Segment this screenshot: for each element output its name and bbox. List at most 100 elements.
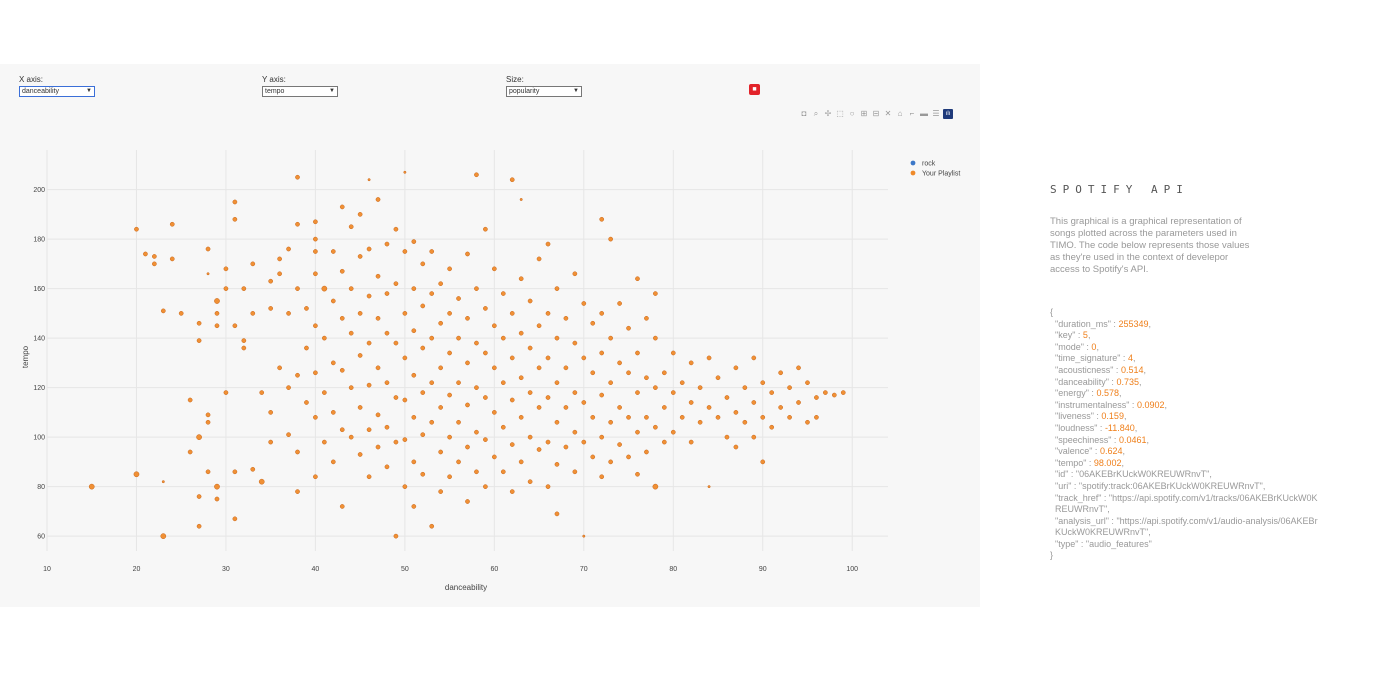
scatter-point[interactable]	[733, 444, 739, 450]
scatter-point[interactable]	[491, 323, 497, 329]
scatter-point[interactable]	[536, 365, 542, 371]
scatter-point[interactable]	[670, 429, 676, 435]
scatter-point[interactable]	[357, 311, 363, 316]
scatter-point[interactable]	[796, 400, 801, 405]
scatter-point[interactable]	[509, 397, 515, 403]
scatter-point[interactable]	[313, 414, 318, 420]
scatter-point[interactable]	[554, 419, 560, 425]
scatter-point[interactable]	[536, 405, 542, 410]
scatter-point[interactable]	[608, 419, 613, 425]
scatter-point[interactable]	[160, 533, 167, 539]
scatter-point[interactable]	[375, 315, 381, 321]
scatter-point[interactable]	[367, 178, 371, 182]
scatter-point[interactable]	[277, 365, 282, 371]
scatter-point[interactable]	[250, 261, 256, 267]
scatter-point[interactable]	[357, 254, 363, 259]
scatter-point[interactable]	[465, 251, 470, 257]
scatter-point[interactable]	[438, 449, 444, 455]
scatter-point[interactable]	[590, 320, 596, 326]
scatter-point[interactable]	[545, 395, 551, 400]
scatter-point[interactable]	[268, 439, 274, 445]
scatter-point[interactable]	[214, 323, 220, 329]
scatter-point[interactable]	[661, 405, 667, 410]
scatter-point[interactable]	[411, 239, 417, 244]
scatter-point[interactable]	[375, 197, 381, 202]
legend-marker[interactable]	[910, 160, 916, 166]
scatter-point[interactable]	[268, 278, 274, 284]
scatter-point[interactable]	[509, 311, 515, 316]
scatter-point[interactable]	[465, 499, 470, 504]
scatter-point[interactable]	[304, 400, 309, 405]
scatter-point[interactable]	[447, 350, 452, 356]
scatter-point[interactable]	[420, 303, 426, 309]
zoom-in-icon[interactable]: ⊞	[860, 109, 868, 118]
scatter-point[interactable]	[429, 249, 435, 254]
scatter-point[interactable]	[572, 340, 578, 346]
scatter-point[interactable]	[384, 241, 390, 247]
scatter-point[interactable]	[572, 271, 578, 277]
scatter-point[interactable]	[518, 330, 524, 336]
scatter-point[interactable]	[241, 345, 247, 351]
scatter-point[interactable]	[644, 375, 649, 381]
scatter-point[interactable]	[519, 198, 523, 201]
scatter-point[interactable]	[366, 246, 372, 252]
scatter-point[interactable]	[393, 395, 399, 400]
scatter-point[interactable]	[500, 469, 506, 475]
y-axis-select[interactable]: tempo ▼	[262, 86, 338, 97]
scatter-point[interactable]	[518, 414, 524, 420]
scatter-point[interactable]	[814, 414, 819, 420]
scatter-point[interactable]	[232, 516, 238, 522]
scatter-point[interactable]	[483, 350, 488, 356]
scatter-point[interactable]	[348, 434, 354, 440]
scatter-point[interactable]	[438, 320, 444, 326]
hover-compare-icon[interactable]: ☰	[932, 109, 940, 118]
scatter-point[interactable]	[778, 405, 783, 410]
scatter-point[interactable]	[706, 355, 712, 361]
scatter-point[interactable]	[527, 345, 533, 351]
scatter-point[interactable]	[268, 410, 274, 415]
scatter-point[interactable]	[635, 390, 640, 395]
scatter-point[interactable]	[402, 397, 408, 403]
scatter-point[interactable]	[402, 249, 408, 254]
scatter-point[interactable]	[563, 365, 569, 371]
scatter-point[interactable]	[339, 204, 345, 210]
zoom-out-icon[interactable]: ⊟	[872, 109, 880, 118]
scatter-point[interactable]	[214, 311, 220, 316]
scatter-point[interactable]	[384, 291, 390, 296]
scatter-point[interactable]	[348, 224, 354, 230]
scatter-point[interactable]	[527, 390, 533, 395]
scatter-point[interactable]	[304, 345, 309, 351]
scatter-point[interactable]	[258, 478, 265, 485]
scatter-point[interactable]	[134, 226, 139, 232]
scatter-point[interactable]	[286, 432, 291, 438]
scatter-point[interactable]	[330, 360, 336, 366]
scatter-point[interactable]	[554, 380, 560, 386]
scatter-point[interactable]	[599, 474, 605, 480]
scatter-point[interactable]	[429, 380, 435, 386]
zoom-icon[interactable]: ⌕	[813, 109, 819, 118]
scatter-point[interactable]	[545, 355, 551, 361]
scatter-point[interactable]	[456, 459, 461, 465]
scatter-point[interactable]	[366, 382, 372, 388]
scatter-point[interactable]	[715, 414, 721, 420]
scatter-point[interactable]	[679, 414, 685, 420]
scatter-point[interactable]	[375, 444, 381, 450]
scatter-point[interactable]	[805, 419, 810, 425]
scatter-point[interactable]	[581, 439, 587, 445]
scatter-point[interactable]	[187, 397, 193, 403]
scatter-point[interactable]	[196, 523, 202, 529]
scatter-point[interactable]	[375, 273, 381, 279]
scatter-point[interactable]	[563, 444, 569, 450]
scatter-point[interactable]	[313, 271, 318, 277]
scatter-point[interactable]	[465, 402, 470, 408]
scatter-point[interactable]	[527, 298, 533, 304]
scatter-point[interactable]	[321, 285, 328, 292]
scatter-point[interactable]	[187, 449, 193, 455]
scatter-point[interactable]	[277, 256, 282, 262]
scatter-point[interactable]	[357, 212, 363, 217]
scatter-point[interactable]	[527, 479, 533, 485]
scatter-point[interactable]	[241, 338, 247, 343]
scatter-point[interactable]	[554, 286, 560, 291]
scatter-point[interactable]	[581, 355, 587, 361]
scatter-point[interactable]	[366, 474, 372, 480]
